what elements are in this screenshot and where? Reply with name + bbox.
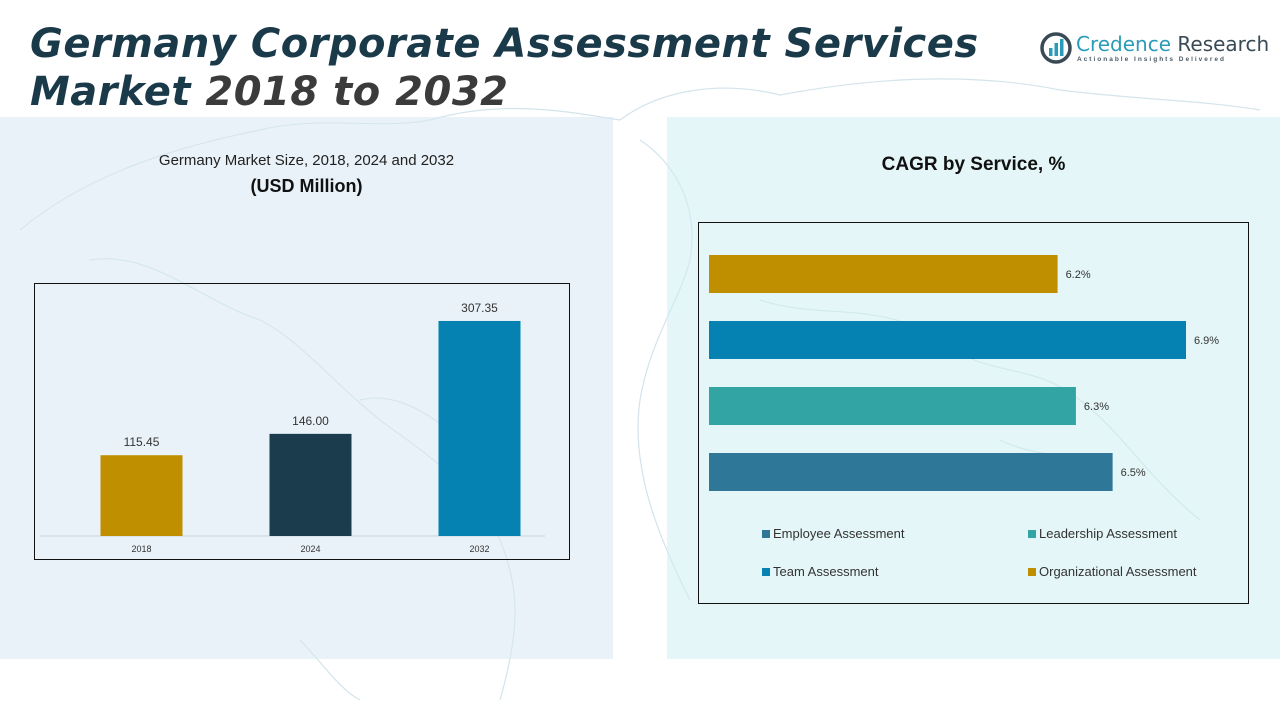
legend-label: Organizational Assessment [1039,564,1197,579]
market-size-chart-frame: 115.45 2018 146.00 2024 307.35 2032 [34,283,570,560]
legend-item-team-assessment: Team Assessment [762,564,879,579]
market-size-subtitle: Germany Market Size, 2018, 2024 and 2032 [158,152,455,169]
bar-leadership-assessment [709,387,1076,425]
legend-swatch [1028,529,1036,538]
market-size-unit: (USD Million) [250,176,363,196]
bar-2018 [100,455,183,536]
x-tick-label: 2018 [131,544,151,554]
title-line1: Germany Corporate Assessment Services [30,21,979,67]
market-size-bar-chart: 115.45 2018 146.00 2024 307.35 2032 [40,301,545,554]
legend-label: Employee Assessment [773,526,905,541]
legend-item-leadership-assessment: Leadership Assessment [1028,526,1177,541]
x-tick-label: 2024 [300,544,320,554]
cagr-legend: Employee Assessment Leadership Assessmen… [762,526,1232,586]
bar-chart-circle-icon [1040,32,1072,64]
bar-value-label: 6.9% [1194,335,1219,347]
bar-value-label: 6.2% [1066,269,1091,281]
bar-team-assessment [709,321,1186,359]
logo-tagline: Actionable Insights Delivered [1077,56,1227,63]
bar-value-label: 307.35 [461,301,498,315]
legend-item-organizational-assessment: Organizational Assessment [1028,564,1197,579]
legend-label: Leadership Assessment [1039,526,1178,541]
page-title: Germany Corporate Assessment Services Ma… [30,20,979,116]
credence-research-logo: Credence Research Actionable Insights De… [1040,30,1269,70]
title-market-word: Market [30,69,191,115]
legend-swatch [762,567,770,576]
bar-employee-assessment [709,453,1113,491]
bar-value-label: 115.45 [124,435,160,449]
cagr-title: CAGR by Service, % [881,154,1066,175]
legend-item-employee-assessment: Employee Assessment [762,526,905,541]
legend-swatch [1028,567,1036,576]
logo-name-part2: Research [1177,32,1270,56]
legend-swatch [762,529,770,538]
cagr-horizontal-bar-chart: 6.2% 6.9% 6.3% 6.5% [709,255,1219,491]
bar-value-label: 146.00 [292,414,329,428]
title-line2: Market 2018 to 2032 [30,68,979,116]
x-tick-label: 2032 [469,544,489,554]
bar-organizational-assessment [709,255,1058,293]
logo-name: Credence Research [1076,32,1269,56]
cagr-chart-frame: 6.2% 6.9% 6.3% 6.5% [698,222,1249,604]
bar-value-label: 6.3% [1084,401,1109,413]
bar-2032 [438,320,521,536]
bar-value-label: 6.5% [1121,467,1146,479]
title-years: 2018 to 2032 [205,69,509,115]
logo-name-part1: Credence [1076,32,1172,56]
legend-label: Team Assessment [773,564,879,579]
bar-2024 [269,433,352,536]
